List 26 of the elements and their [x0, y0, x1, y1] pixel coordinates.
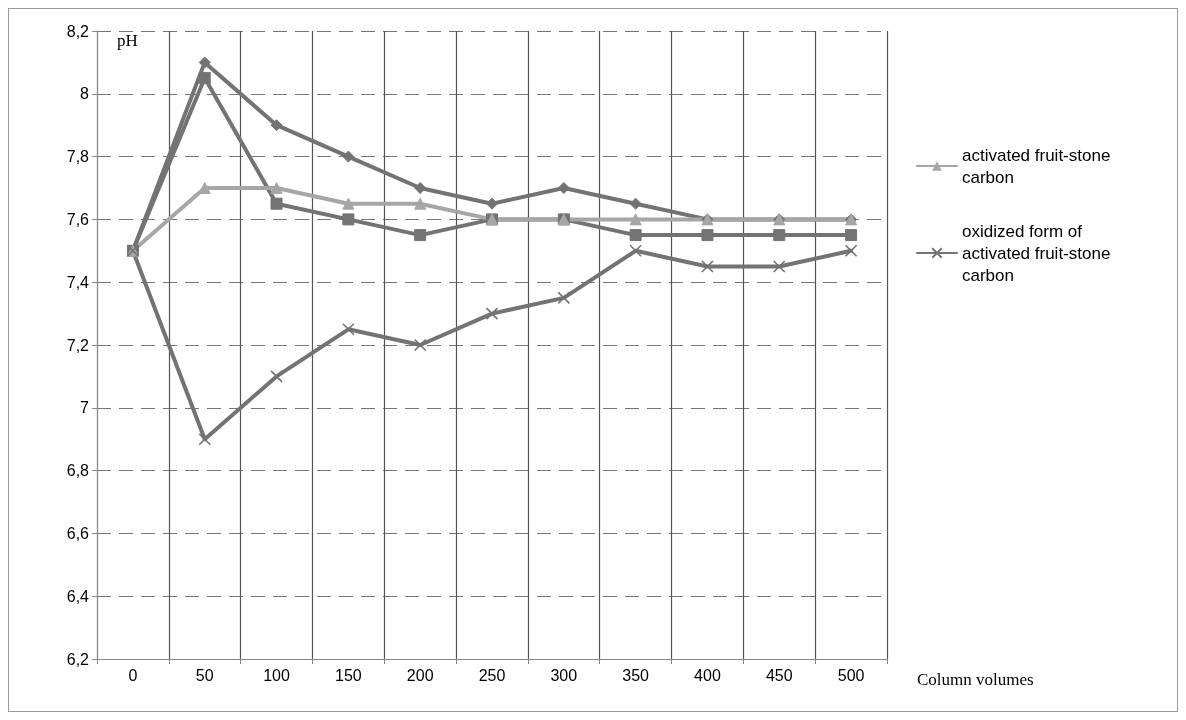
y-tick-label: 6,2	[66, 650, 90, 668]
y-tick-label: 8	[80, 85, 90, 103]
legend-label: oxidized form of activated fruit-stone carbon	[962, 221, 1116, 285]
x-tick-label: 200	[406, 666, 434, 684]
x-tick-label: 350	[622, 666, 650, 684]
x-tick-label: 300	[550, 666, 578, 684]
x-tick-label: 250	[478, 666, 506, 684]
x-tick-label: 500	[837, 666, 865, 684]
x-tick-label: 100	[263, 666, 290, 684]
y-tick-label: 7,4	[66, 273, 90, 291]
y-tick-label: 7,6	[66, 210, 90, 228]
y-tick-label: 7,8	[66, 148, 90, 166]
y-tick-label: 6,6	[66, 524, 90, 542]
x-tick-label: 150	[335, 666, 362, 684]
y-tick-label: 8,2	[66, 22, 90, 40]
y-tick-label: 7	[80, 399, 90, 417]
y-tick-label: 6,4	[66, 587, 90, 605]
legend-label: activated fruit-stone carbon	[962, 145, 1116, 187]
y-tick-label: 6,8	[66, 462, 90, 480]
y-tick-label: 7,2	[66, 336, 90, 354]
x-tick-label: 400	[694, 666, 721, 684]
y-axis-title: pH	[117, 31, 138, 50]
x-tick-label: 50	[195, 666, 214, 684]
x-axis-title: Column volumes	[917, 670, 1034, 689]
x-tick-label: 450	[765, 666, 793, 684]
x-tick-label: 0	[128, 666, 138, 684]
